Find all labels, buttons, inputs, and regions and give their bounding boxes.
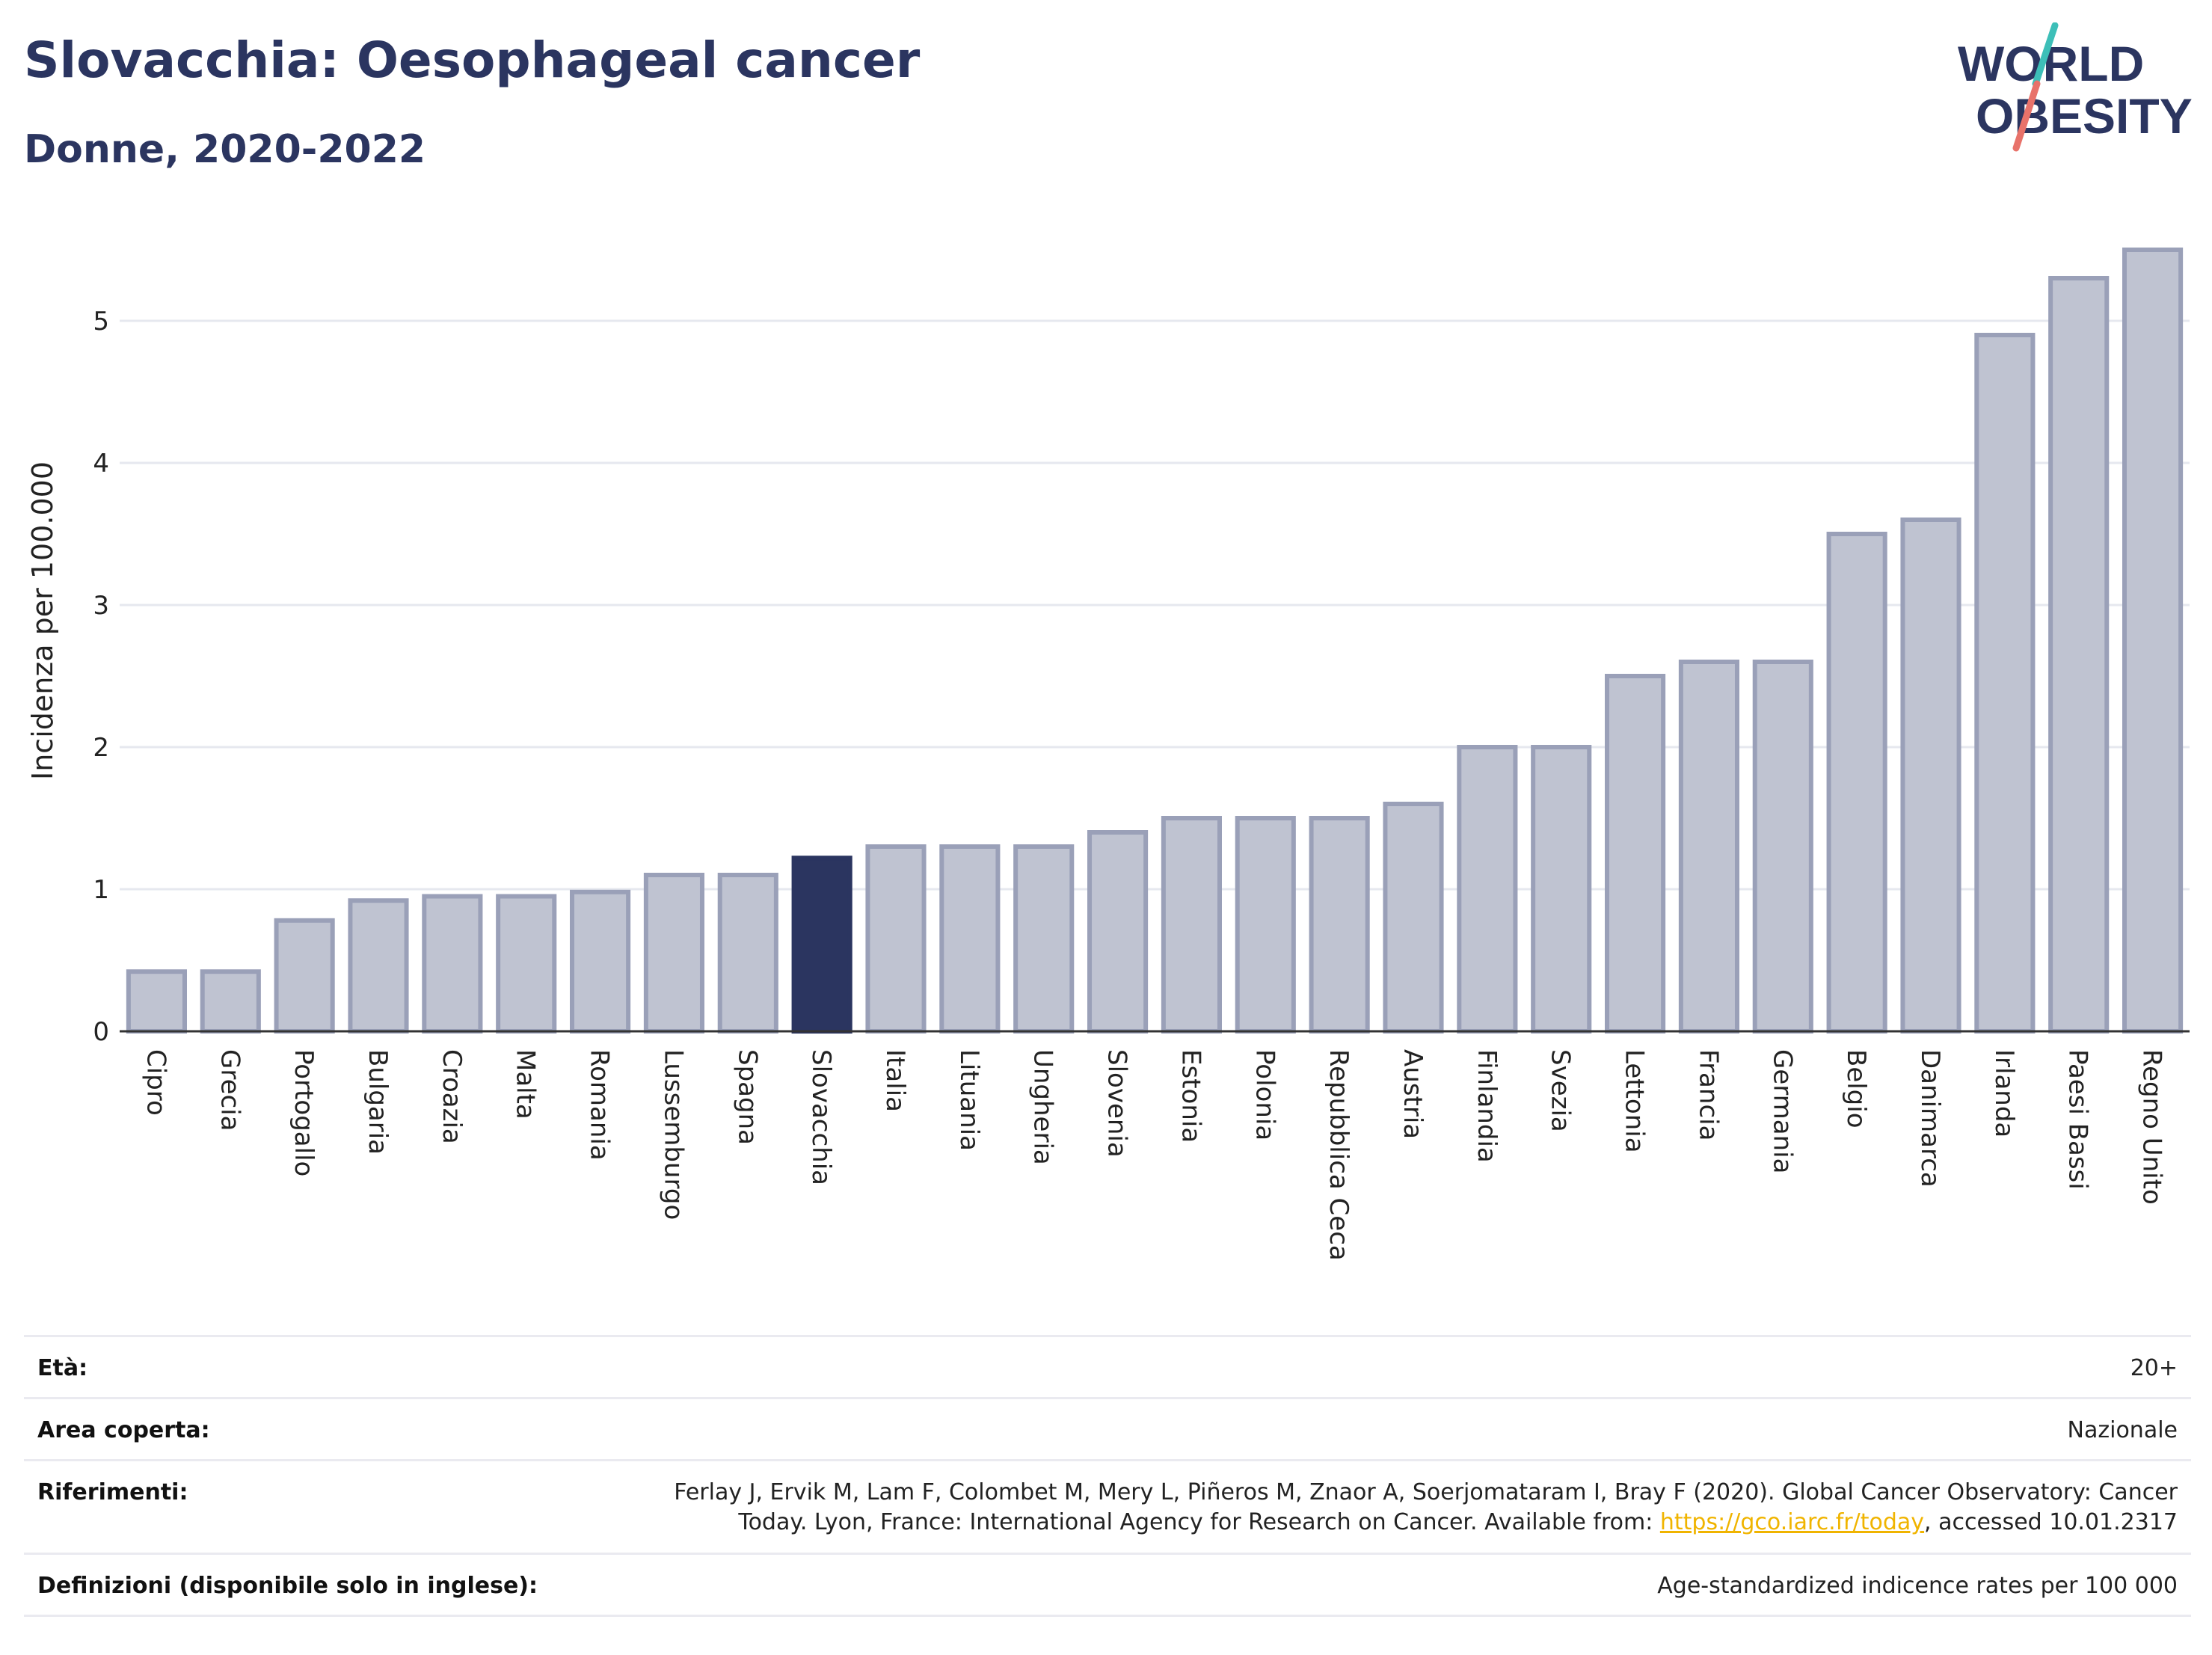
y-tick-label: 1: [93, 875, 109, 905]
info-row-definitions: Definizioni (disponibile solo in inglese…: [24, 1553, 2191, 1617]
bars: [126, 248, 2184, 1034]
y-tick-label: 2: [93, 733, 109, 763]
y-axis-label: Incidenza per 100.000: [26, 461, 59, 780]
x-tick-label: Lussemburgo: [658, 1049, 688, 1220]
x-tick-label: Finlandia: [1472, 1049, 1502, 1163]
x-tick-label: Italia: [880, 1049, 910, 1112]
x-tick-label: Portogallo: [289, 1049, 319, 1176]
definitions-label: Definizioni (disponibile solo in inglese…: [37, 1573, 538, 1599]
x-tick-label: Estonia: [1176, 1049, 1205, 1143]
bar-polonia: [1235, 816, 1296, 1034]
bar-irlanda: [1974, 333, 2036, 1034]
bar-ungheria: [1013, 844, 1075, 1034]
bar-lussemburgo: [643, 873, 704, 1034]
x-tick-label: Malta: [511, 1049, 541, 1120]
x-tick-label: Svezia: [1546, 1049, 1576, 1132]
x-tick-label: Regno Unito: [2137, 1049, 2167, 1205]
x-tick-label: Lituania: [954, 1049, 984, 1151]
logo-slash-coral: [2012, 80, 2041, 152]
y-tick-label: 5: [93, 307, 109, 337]
bar-belgio: [1826, 532, 1887, 1034]
x-tick-label: Bulgaria: [363, 1049, 393, 1155]
bar-lituania: [939, 844, 1001, 1034]
references-line2-text: Today. Lyon, France: International Agenc…: [738, 1509, 1660, 1535]
info-row-area: Area coperta: Nazionale: [24, 1397, 2191, 1459]
bar-finlandia: [1457, 745, 1518, 1034]
age-label: Età:: [37, 1355, 88, 1381]
y-tick-label: 0: [93, 1017, 109, 1047]
info-row-references: Riferimenti: Ferlay J, Ervik M, Lam F, C…: [24, 1459, 2191, 1553]
bar-bulgaria: [348, 898, 409, 1034]
y-axis-ticks: 0 1 2 3 4 5: [93, 307, 109, 1047]
info-row-age: Età: 20+: [24, 1335, 2191, 1397]
bar-slovenia: [1087, 830, 1149, 1034]
bar-slovacchia: [791, 856, 852, 1034]
x-tick-label: Slovacchia: [806, 1049, 836, 1185]
x-tick-label: Lettonia: [1620, 1049, 1650, 1153]
x-axis-labels: Cipro Grecia Portogallo Bulgaria Croazia Malt…: [141, 1049, 2166, 1261]
bar-croazia: [422, 894, 483, 1034]
x-tick-label: Francia: [1693, 1049, 1723, 1140]
x-tick-label: Cipro: [141, 1049, 170, 1116]
page-title: Slovacchia: Oesophageal cancer: [24, 31, 921, 89]
bar-chart: 0 1 2 3 4 5 Cipro Grecia Portogallo Bulgaria Croa…: [26, 248, 2190, 1261]
bar-repubblica-ceca: [1309, 816, 1370, 1034]
bar-spagna: [717, 873, 778, 1034]
bar-regno-unito: [2122, 248, 2184, 1034]
bar-estonia: [1161, 816, 1222, 1034]
area-label: Area coperta:: [37, 1417, 210, 1443]
x-tick-label: Paesi Bassi: [2063, 1049, 2093, 1190]
logo-line2: OBESITY: [1976, 88, 2193, 144]
x-tick-label: Croazia: [437, 1049, 467, 1144]
x-tick-label: Grecia: [215, 1049, 245, 1131]
bar-francia: [1678, 660, 1739, 1034]
references-link[interactable]: https://gco.iarc.fr/today: [1659, 1509, 1925, 1535]
y-tick-label: 3: [93, 591, 109, 621]
age-value: 20+: [2130, 1355, 2178, 1381]
references-line2: Today. Lyon, France: International Agenc…: [738, 1509, 2178, 1535]
bar-lettonia: [1605, 674, 1666, 1034]
area-value: Nazionale: [2067, 1417, 2178, 1443]
x-tick-label: Irlanda: [1989, 1049, 2019, 1137]
x-tick-label: Danimarca: [1915, 1049, 1945, 1188]
x-tick-label: Austria: [1398, 1049, 1428, 1139]
x-tick-label: Ungheria: [1028, 1049, 1058, 1165]
x-tick-label: Repubblica Ceca: [1324, 1049, 1354, 1261]
x-tick-label: Romania: [585, 1049, 615, 1161]
references-line1: Ferlay J, Ervik M, Lam F, Colombet M, Me…: [674, 1479, 2178, 1505]
x-tick-label: Polonia: [1250, 1049, 1279, 1140]
bar-austria: [1383, 802, 1444, 1034]
bar-malta: [496, 894, 557, 1034]
info-table: Età: 20+ Area coperta: Nazionale Riferim…: [24, 1335, 2191, 1617]
bar-paesi-bassi: [2048, 276, 2110, 1034]
page-subtitle: Donne, 2020-2022: [24, 127, 426, 172]
references-label: Riferimenti:: [37, 1479, 188, 1505]
x-tick-label: Germania: [1767, 1049, 1797, 1173]
bar-portogallo: [274, 918, 335, 1034]
bar-italia: [865, 844, 927, 1034]
logo-slash-teal: [2032, 22, 2059, 87]
bar-svezia: [1531, 745, 1592, 1034]
x-tick-label: Belgio: [1841, 1049, 1871, 1129]
x-tick-label: Slovenia: [1102, 1049, 1132, 1158]
bar-cipro: [126, 969, 187, 1034]
world-obesity-logo: WORLD OBESITY: [1958, 22, 2193, 152]
bar-danimarca: [1900, 518, 1961, 1034]
bar-grecia: [200, 969, 261, 1034]
x-tick-label: Spagna: [732, 1049, 762, 1145]
definitions-value: Age-standardized indicence rates per 100…: [1657, 1573, 2178, 1599]
bar-germania: [1752, 660, 1813, 1034]
y-tick-label: 4: [93, 449, 109, 479]
bar-romania: [570, 889, 631, 1034]
references-line2-suffix: , accessed 10.01.2317: [1924, 1509, 2178, 1535]
